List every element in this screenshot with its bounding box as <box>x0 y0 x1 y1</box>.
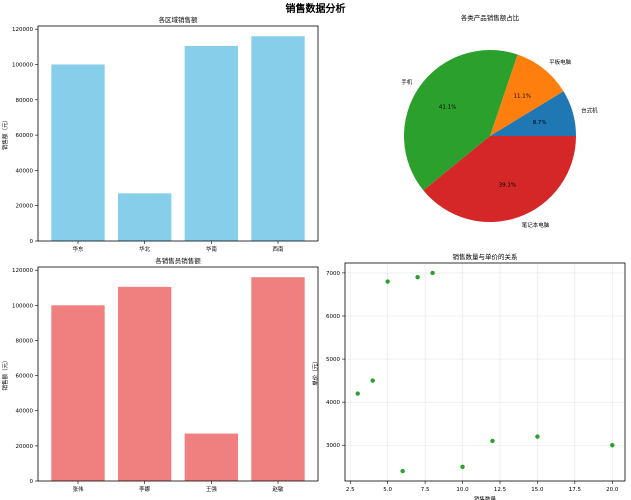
qty-price-ytick-label-2: 5000 <box>326 357 340 363</box>
qty-price-ylabel: 单价（元） <box>311 358 319 386</box>
region-sales-ytick-label-4: 80000 <box>16 98 34 104</box>
qty-price-ytick-label-1: 4000 <box>326 400 340 406</box>
qty-price-xlabel: 销售数量 <box>474 495 497 500</box>
qty-price-point-3 <box>400 468 405 474</box>
qty-price-ytick-label-4: 7000 <box>326 271 340 277</box>
product-share-label-2: 手机 <box>401 78 413 86</box>
qty-price-xtick-label-1: 5.0 <box>383 487 392 493</box>
salesperson-sales-bar-1 <box>118 286 172 481</box>
salesperson-sales-ytick-label-3: 60000 <box>16 374 34 380</box>
qty-price-xtick-label-0: 2.5 <box>346 487 355 493</box>
region-sales-ytick-label-3: 60000 <box>16 133 34 139</box>
qty-price-xtick-label-4: 12.5 <box>494 487 507 493</box>
region-sales-xtick-label-3: 西南 <box>272 245 284 253</box>
salesperson-sales-title: 各销售员销售额 <box>155 256 201 265</box>
qty-price-point-4 <box>415 275 420 280</box>
qty-price-xtick-label-3: 10.0 <box>456 487 469 493</box>
salesperson-sales-ytick-label-5: 100000 <box>12 303 33 309</box>
qty-price-point-8 <box>535 434 540 439</box>
salesperson-sales-xtick-label-1: 李娜 <box>139 485 151 493</box>
product-share-slice-3 <box>423 136 576 222</box>
region-sales-bar-3 <box>251 36 305 241</box>
qty-price-xtick-label-5: 15.0 <box>531 487 544 493</box>
region-sales-title: 各区域销售额 <box>159 15 199 24</box>
product-share-label-1: 平板电脑 <box>549 58 572 66</box>
qty-price-point-7 <box>490 438 495 444</box>
salesperson-sales-bar-0 <box>51 305 105 481</box>
salesperson-sales-ytick-label-6: 120000 <box>12 268 33 274</box>
qty-price-xtick-label-7: 20.0 <box>606 487 619 493</box>
salesperson-sales-ytick-label-2: 40000 <box>16 409 34 415</box>
qty-price-axes-frame <box>344 262 626 482</box>
salesperson-sales-xtick-label-3: 赵敏 <box>272 485 284 493</box>
product-share-title: 各类产品销售额占比 <box>461 13 520 22</box>
region-sales-ytick-label-0: 0 <box>30 239 34 245</box>
region-sales-bar-0 <box>51 64 105 242</box>
salesperson-sales-xtick-label-2: 王强 <box>206 486 218 493</box>
salesperson-sales-ylabel: 销售额（元） <box>1 357 9 390</box>
charts-layer: 华东 华北 华南 西南02000040000600008000010000012000… <box>1 13 626 500</box>
region-sales-ytick-label-5: 100000 <box>12 62 33 68</box>
product-share-label-3: 笔记本电脑 <box>522 221 550 229</box>
salesperson-sales-ytick-label-0: 0 <box>30 479 34 485</box>
salesperson-sales-ytick-label-4: 80000 <box>16 338 34 344</box>
product-share-label-0: 台式机 <box>581 106 598 114</box>
qty-price-point-6 <box>460 464 465 469</box>
region-sales-xtick-label-0: 华东 <box>72 245 84 253</box>
figure-title: 销售数据分析 <box>286 2 346 15</box>
qty-price-ytick-label-0: 3000 <box>326 443 340 449</box>
product-share-pct-label-1: 11.1% <box>514 94 531 100</box>
region-sales-ylabel: 销售额（元） <box>1 117 9 150</box>
qty-price-point-2 <box>385 279 390 284</box>
qty-price-point-5 <box>430 270 435 276</box>
salesperson-sales-axes-frame <box>37 266 319 482</box>
product-share-pct-label-2: 41.1% <box>439 105 456 111</box>
qty-price-title: 销售数量与单价的关系 <box>453 252 519 261</box>
product-share-slice-2 <box>403 50 518 191</box>
region-sales-ytick-label-1: 20000 <box>16 204 34 210</box>
salesperson-sales-ytick-label-1: 20000 <box>16 444 34 450</box>
qty-price-point-1 <box>370 378 375 383</box>
region-sales-bar-2 <box>184 45 238 242</box>
qty-price-point-9 <box>610 443 615 448</box>
qty-price-ytick-label-3: 6000 <box>326 314 340 320</box>
region-sales-ytick-label-6: 120000 <box>12 27 33 33</box>
region-sales-bar-1 <box>118 193 172 241</box>
qty-price-xtick-label-6: 17.5 <box>569 487 582 493</box>
product-share-slice-1 <box>490 54 564 136</box>
qty-price-xtick-label-2: 7.5 <box>421 487 430 493</box>
product-share-pct-label-0: 8.7% <box>533 120 547 126</box>
salesperson-sales-bar-2 <box>184 433 238 481</box>
qty-price-point-0 <box>355 391 360 396</box>
region-sales-xtick-label-2: 华南 <box>206 245 218 253</box>
salesperson-sales-bar-3 <box>251 277 305 481</box>
product-share-slice-0 <box>490 91 576 136</box>
region-sales-xtick-label-1: 华北 <box>139 245 151 253</box>
region-sales-ytick-label-2: 40000 <box>16 168 34 174</box>
region-sales-axes-frame <box>37 25 319 242</box>
salesperson-sales-xtick-label-0: 张伟 <box>72 485 84 493</box>
product-share-pct-label-3: 39.1% <box>499 183 516 189</box>
